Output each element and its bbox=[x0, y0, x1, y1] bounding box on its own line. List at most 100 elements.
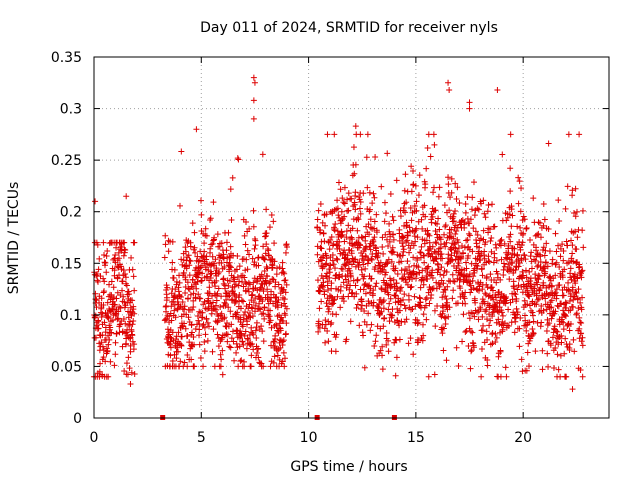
data-point bbox=[450, 213, 457, 220]
data-point bbox=[499, 312, 506, 319]
data-point bbox=[392, 292, 399, 299]
data-point bbox=[101, 288, 108, 295]
data-point bbox=[505, 322, 512, 329]
data-point bbox=[471, 313, 478, 320]
data-point bbox=[201, 348, 208, 355]
data-point bbox=[200, 363, 207, 370]
data-point bbox=[255, 345, 262, 352]
data-point bbox=[569, 250, 576, 257]
data-point bbox=[323, 270, 330, 277]
data-point bbox=[201, 240, 208, 247]
data-point bbox=[94, 277, 101, 284]
data-point bbox=[536, 220, 543, 227]
data-point bbox=[198, 277, 205, 284]
data-point bbox=[408, 188, 415, 195]
data-point bbox=[190, 290, 197, 297]
data-point bbox=[249, 313, 256, 320]
data-point bbox=[186, 339, 193, 346]
data-point bbox=[350, 144, 357, 151]
data-point bbox=[542, 295, 549, 302]
data-point bbox=[283, 320, 290, 327]
data-point bbox=[461, 224, 468, 231]
data-point bbox=[508, 319, 515, 326]
data-point bbox=[98, 295, 105, 302]
data-point bbox=[123, 193, 130, 200]
data-point bbox=[202, 225, 209, 232]
data-point bbox=[426, 232, 433, 239]
data-point bbox=[534, 281, 541, 288]
data-point bbox=[414, 320, 421, 327]
data-point bbox=[381, 199, 388, 206]
data-point bbox=[540, 307, 547, 314]
data-point bbox=[239, 323, 246, 330]
data-point bbox=[563, 373, 570, 380]
data-point bbox=[437, 236, 444, 243]
y-tick-label: 0.3 bbox=[60, 102, 82, 118]
data-point bbox=[104, 248, 111, 255]
data-point bbox=[334, 256, 341, 263]
data-point bbox=[344, 208, 351, 215]
data-point bbox=[574, 275, 581, 282]
data-point bbox=[339, 231, 346, 238]
data-point bbox=[478, 345, 485, 352]
data-point bbox=[396, 322, 403, 329]
data-point bbox=[234, 309, 241, 316]
data-point bbox=[537, 234, 544, 241]
data-point bbox=[208, 241, 215, 248]
data-point bbox=[575, 305, 582, 312]
data-point bbox=[209, 348, 216, 355]
data-point bbox=[515, 263, 522, 270]
data-point bbox=[169, 238, 176, 245]
data-point bbox=[95, 278, 102, 285]
data-point bbox=[107, 324, 114, 331]
data-point bbox=[236, 263, 243, 270]
data-point bbox=[354, 276, 361, 283]
data-point bbox=[538, 303, 545, 310]
data-point bbox=[489, 330, 496, 337]
data-point bbox=[185, 314, 192, 321]
data-point bbox=[441, 231, 448, 238]
data-point bbox=[567, 307, 574, 314]
data-point bbox=[279, 338, 286, 345]
data-point bbox=[497, 276, 504, 283]
data-point bbox=[561, 350, 568, 357]
data-point bbox=[514, 223, 521, 230]
data-point bbox=[233, 349, 240, 356]
data-point bbox=[450, 210, 457, 217]
data-point bbox=[331, 296, 338, 303]
data-point bbox=[379, 234, 386, 241]
data-point bbox=[560, 292, 567, 299]
data-point bbox=[451, 278, 458, 285]
data-point bbox=[94, 241, 101, 248]
data-point bbox=[251, 236, 258, 243]
data-point bbox=[123, 360, 130, 367]
data-point bbox=[326, 266, 333, 273]
data-point bbox=[507, 266, 514, 273]
data-point bbox=[375, 250, 382, 257]
data-point bbox=[355, 262, 362, 269]
data-point bbox=[162, 241, 169, 248]
data-point bbox=[458, 242, 465, 249]
data-point bbox=[106, 336, 113, 343]
data-point bbox=[486, 258, 493, 265]
data-point bbox=[169, 329, 176, 336]
data-point bbox=[233, 266, 240, 273]
y-tick-label: 0 bbox=[73, 411, 82, 427]
data-point bbox=[353, 290, 360, 297]
data-point bbox=[179, 299, 186, 306]
data-point bbox=[194, 274, 201, 281]
data-point bbox=[216, 269, 223, 276]
y-tick-label: 0.05 bbox=[51, 359, 82, 375]
data-point bbox=[184, 295, 191, 302]
data-point bbox=[489, 201, 496, 208]
data-point bbox=[566, 298, 573, 305]
data-point bbox=[336, 238, 343, 245]
data-point bbox=[238, 297, 245, 304]
data-point bbox=[259, 328, 266, 335]
data-point bbox=[329, 257, 336, 264]
data-point bbox=[386, 238, 393, 245]
data-point bbox=[568, 255, 575, 262]
data-point bbox=[277, 327, 284, 334]
data-point bbox=[163, 294, 170, 301]
data-point bbox=[270, 300, 277, 307]
